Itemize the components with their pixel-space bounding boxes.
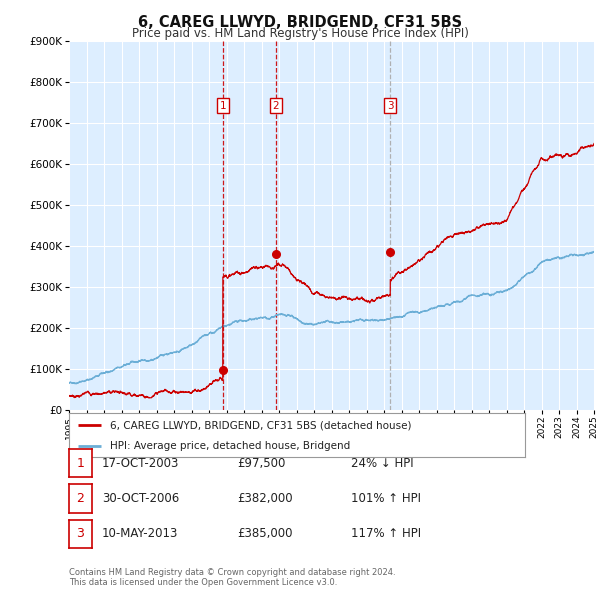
Text: 2: 2: [273, 101, 280, 111]
Text: 1: 1: [76, 457, 85, 470]
Text: 30-OCT-2006: 30-OCT-2006: [102, 492, 179, 505]
Text: 24% ↓ HPI: 24% ↓ HPI: [351, 457, 413, 470]
Text: 10-MAY-2013: 10-MAY-2013: [102, 527, 178, 540]
Text: 17-OCT-2003: 17-OCT-2003: [102, 457, 179, 470]
Text: 6, CAREG LLWYD, BRIDGEND, CF31 5BS: 6, CAREG LLWYD, BRIDGEND, CF31 5BS: [138, 15, 462, 30]
Text: 117% ↑ HPI: 117% ↑ HPI: [351, 527, 421, 540]
Text: 2: 2: [76, 492, 85, 505]
Text: £382,000: £382,000: [237, 492, 293, 505]
Text: Contains HM Land Registry data © Crown copyright and database right 2024.
This d: Contains HM Land Registry data © Crown c…: [69, 568, 395, 587]
Text: £385,000: £385,000: [237, 527, 293, 540]
Text: HPI: Average price, detached house, Bridgend: HPI: Average price, detached house, Brid…: [110, 441, 350, 451]
Text: 1: 1: [220, 101, 226, 111]
Text: Price paid vs. HM Land Registry's House Price Index (HPI): Price paid vs. HM Land Registry's House …: [131, 27, 469, 40]
Text: 6, CAREG LLWYD, BRIDGEND, CF31 5BS (detached house): 6, CAREG LLWYD, BRIDGEND, CF31 5BS (deta…: [110, 421, 412, 430]
Text: 101% ↑ HPI: 101% ↑ HPI: [351, 492, 421, 505]
Text: £97,500: £97,500: [237, 457, 286, 470]
Text: 3: 3: [387, 101, 394, 111]
Text: 3: 3: [76, 527, 85, 540]
